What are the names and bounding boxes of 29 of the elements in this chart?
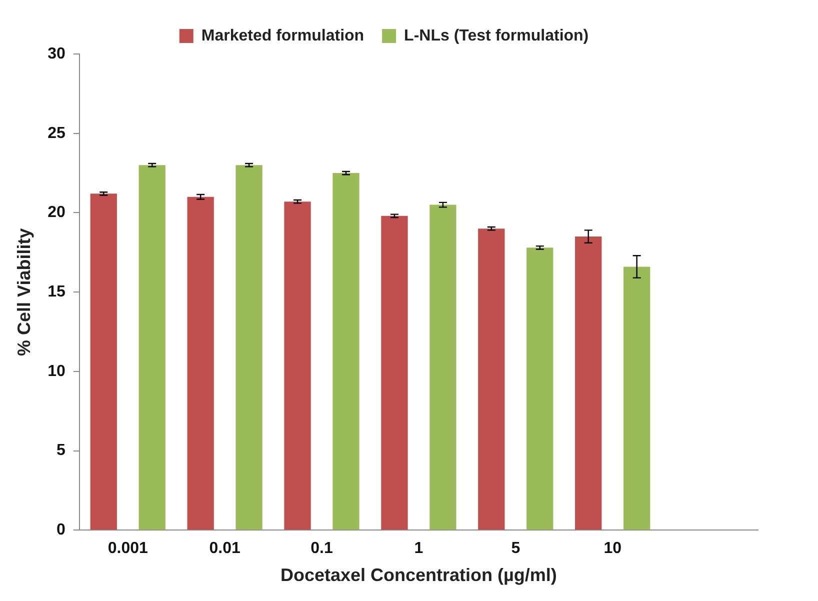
bar: [526, 248, 554, 530]
y-tick-label: 5: [56, 442, 66, 460]
bar: [623, 266, 650, 530]
y-tick-label: 30: [48, 45, 66, 62]
x-tick-label: 5: [511, 540, 520, 558]
x-axis-title: Docetaxel Concentration (µg/ml): [280, 565, 557, 586]
x-tick-label: 0.01: [209, 540, 240, 558]
bar: [575, 236, 602, 530]
bar: [332, 173, 360, 530]
y-tick-label: 20: [48, 204, 66, 222]
x-tick-label: 10: [604, 540, 622, 558]
bar: [236, 165, 262, 530]
y-tick-label: 25: [48, 124, 66, 142]
bar: [90, 194, 117, 530]
x-tick-label: 0.1: [310, 540, 333, 558]
y-axis-title: % Cell Viability: [14, 228, 34, 356]
bar: [138, 165, 166, 530]
y-tick-label: 10: [48, 362, 66, 380]
y-tick-label: 0: [56, 522, 66, 539]
bar: [284, 202, 311, 530]
bar: [187, 196, 214, 530]
bar: [381, 216, 408, 530]
bar: [478, 228, 505, 530]
legend-label: Marketed formulation: [201, 27, 364, 44]
bar: [430, 204, 456, 530]
y-tick-label: 15: [48, 284, 66, 301]
x-tick-label: 1: [414, 540, 424, 558]
legend-label: L-NLs (Test formulation): [404, 27, 589, 44]
x-tick-label: 0.001: [108, 540, 148, 558]
